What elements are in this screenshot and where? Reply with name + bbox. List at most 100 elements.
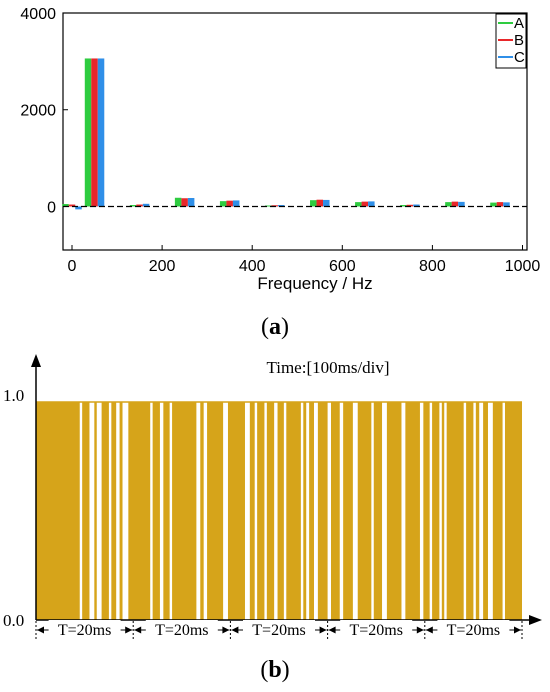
x-tick-label: 200 (149, 258, 176, 275)
pulse-29 (441, 402, 445, 620)
panel-b-chart: 1.0 0.0 Time:[100ms/div] T=20ms T=20ms T=2… (3, 354, 542, 683)
pulse-34 (492, 402, 503, 620)
bar-B-250 (181, 198, 188, 207)
x-axis-arrow-icon (529, 615, 542, 625)
panel-label-b-letter: b (268, 657, 281, 683)
y-ticks: 0 2000 4000 (20, 6, 68, 216)
pulse-16 (277, 402, 284, 620)
x-tick-label: 800 (419, 258, 446, 275)
period-label: T=20ms (349, 622, 402, 639)
bar-B-150 (136, 204, 143, 207)
pulse-4 (111, 402, 117, 620)
period-label-bg (243, 620, 315, 638)
period-markers: T=20ms T=20ms T=20ms T=20ms T=20ms (35, 620, 523, 640)
pulse-train (36, 401, 522, 620)
bar-B-950 (496, 202, 504, 207)
bar-A-950 (490, 202, 497, 207)
period-label-bg (340, 620, 413, 638)
y-label-high: 1.0 (3, 386, 24, 405)
pulse-35 (504, 402, 522, 620)
time-division-label: Time:[100ms/div] (266, 358, 389, 377)
bar-C-150 (142, 203, 150, 207)
bars-group (62, 58, 510, 210)
bar-C-850 (458, 201, 465, 207)
panel-a-chart: 0 2000 4000 0 200 400 600 800 1000 Frequency / … (20, 6, 540, 340)
bar-B-0 (68, 204, 76, 207)
bar-A-550 (310, 200, 317, 207)
y-tick-label: 0 (47, 199, 56, 216)
bar-B-350 (226, 200, 233, 207)
pulse-24 (373, 402, 383, 620)
pulse-30 (446, 402, 464, 620)
period-arrow-left-icon (37, 626, 44, 634)
period-arrow-right-icon (222, 626, 230, 634)
x-tick-label: 600 (329, 258, 356, 275)
bar-B-650 (361, 201, 369, 207)
pulse-2 (94, 402, 97, 620)
bar-C-750 (413, 204, 420, 207)
bar-C-550 (323, 199, 330, 207)
period-label: T=20ms (252, 622, 305, 639)
pulse-6 (128, 402, 151, 620)
pulse-22 (343, 402, 353, 620)
bar-C-450 (277, 205, 285, 207)
bar-A-0 (62, 204, 69, 207)
period-arrow-left-icon (328, 626, 336, 634)
x-tick-label: 400 (239, 258, 266, 275)
panel-label-b: (b) (260, 657, 289, 683)
legend-label-C: C (514, 49, 525, 66)
x-tick-label: 0 (68, 258, 77, 275)
bar-A-50 (84, 58, 92, 207)
legend-label-B: B (514, 32, 524, 49)
period-arrow-right-icon (416, 626, 424, 634)
pulse-28 (432, 402, 440, 620)
x-ticks: 0 200 400 600 800 1000 (68, 245, 540, 275)
pulse-13 (249, 402, 255, 620)
pulse-14 (257, 402, 265, 620)
period-arrow-right-icon (514, 626, 521, 634)
x-axis-title: Frequency / Hz (257, 274, 372, 293)
pulse-26 (405, 402, 420, 620)
bar-C-0 (75, 206, 82, 210)
legend: ABC (495, 13, 527, 69)
bar-A-150 (129, 205, 137, 207)
legend-label-A: A (514, 15, 524, 32)
y-label-low: 0.0 (3, 611, 24, 630)
panel-label-a-letter: a (269, 314, 281, 340)
pulse-21 (331, 402, 340, 620)
period-arrow-left-icon (231, 626, 239, 634)
pulse-11 (207, 402, 224, 620)
pulse-33 (483, 402, 488, 620)
period-arrow-left-icon (134, 626, 142, 634)
bar-A-450 (264, 205, 272, 207)
period-arrow-left-icon (425, 626, 433, 634)
period-arrow-right-icon (125, 626, 133, 634)
pulse-27 (423, 402, 430, 620)
bar-A-350 (219, 201, 227, 207)
pulse-25 (386, 402, 402, 620)
bar-A-850 (445, 202, 452, 207)
bar-A-650 (355, 202, 362, 207)
bar-C-350 (232, 200, 240, 207)
bar-C-650 (368, 201, 375, 207)
panel-label-a: (a) (261, 314, 289, 340)
pulse-17 (286, 402, 301, 620)
bar-B-750 (406, 204, 414, 207)
y-tick-label: 2000 (20, 103, 56, 120)
pulse-9 (172, 402, 197, 620)
bar-B-450 (271, 205, 278, 207)
pulse-7 (152, 402, 160, 620)
bar-B-850 (451, 201, 459, 207)
plot-frame (62, 12, 528, 251)
period-label-bg (437, 620, 510, 638)
pulse-1 (82, 402, 90, 620)
period-label-bg (48, 620, 121, 638)
pulse-31 (466, 402, 474, 620)
period-label-bg (145, 620, 218, 638)
bar-B-550 (316, 199, 324, 207)
y-axis-arrow-icon (31, 354, 41, 367)
pulse-20 (317, 402, 328, 620)
y-tick-label: 4000 (20, 6, 56, 23)
pulse-5 (119, 402, 123, 620)
